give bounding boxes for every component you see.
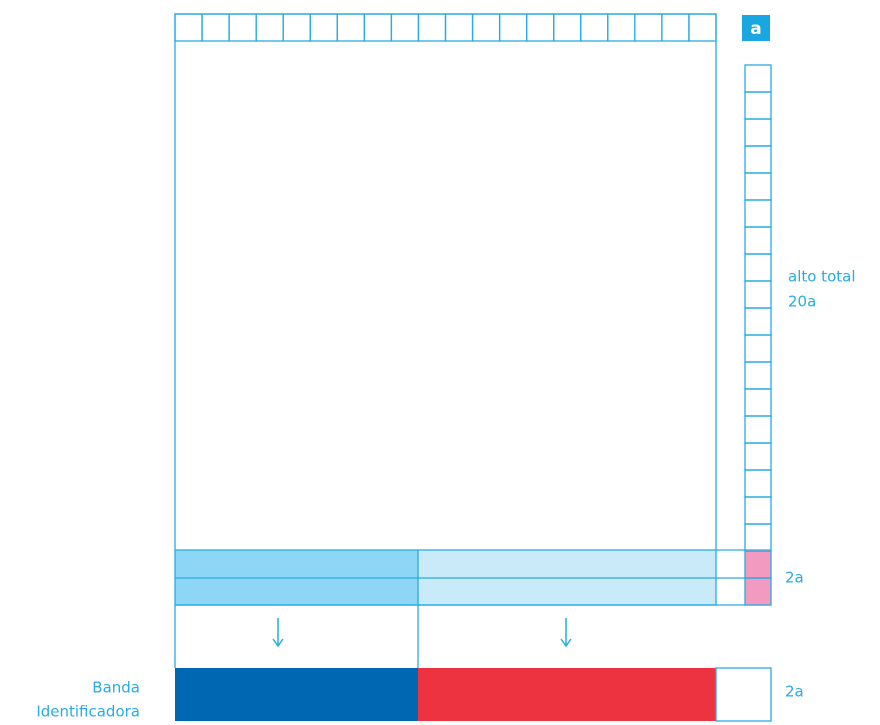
grid-cell [744, 334, 772, 363]
grid-cell [688, 13, 717, 42]
grid-cell [255, 13, 284, 42]
grid-cell [744, 523, 772, 552]
grid-cell [744, 199, 772, 228]
grid-cell [471, 13, 501, 42]
grid-cell [744, 415, 772, 444]
unit-grid [174, 13, 772, 606]
grid-cell [607, 13, 636, 42]
grid-cell [744, 469, 772, 498]
grid-cell [390, 13, 420, 42]
main-frame [174, 13, 717, 606]
grid-cell [744, 496, 772, 525]
band-red [418, 668, 716, 721]
arrows [272, 618, 572, 648]
grid-cell [744, 307, 772, 336]
grid-cell [744, 64, 772, 93]
band-label: Banda [92, 679, 140, 697]
grid-cell [201, 13, 230, 42]
grid-cell [580, 13, 609, 42]
grid-cell [363, 13, 393, 42]
grid-cell [744, 91, 772, 120]
grid-cell [444, 13, 474, 42]
band-blank [715, 667, 772, 722]
grid-cell [744, 253, 772, 282]
grid-cell [526, 13, 555, 42]
grid-cell [744, 442, 772, 471]
grid-cell [744, 118, 772, 147]
band-height: 2a [785, 683, 804, 701]
grid-cell [744, 280, 772, 309]
grid-cell [174, 13, 203, 42]
grid-cell [661, 13, 690, 42]
grid-cell [553, 13, 582, 42]
grid-cell [336, 13, 365, 42]
grid-cell [744, 388, 772, 417]
height-value: 20a [788, 293, 816, 311]
grid-cell [498, 13, 528, 42]
grid-cell [634, 13, 663, 42]
grid-cell [744, 172, 772, 201]
height-label: alto total [788, 268, 856, 286]
grid-cell [417, 13, 447, 42]
grid-cell [744, 145, 772, 174]
grid-cell [744, 226, 772, 255]
corner-box [742, 15, 770, 41]
grid-cell [228, 13, 257, 42]
grid-cell [744, 361, 772, 390]
grid-cell [282, 13, 311, 42]
corner-label: a [750, 19, 761, 39]
grid-cell [744, 577, 772, 606]
band-label: Identificadora [36, 703, 140, 721]
band-blue [175, 668, 418, 721]
band-height-label: 2a [785, 569, 804, 587]
grid-cell [309, 13, 338, 42]
